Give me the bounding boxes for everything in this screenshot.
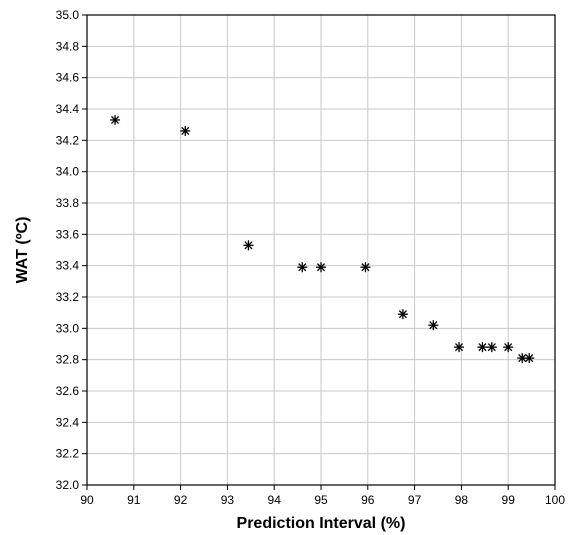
data-point bbox=[397, 309, 408, 320]
x-tick-labels: 90 91 92 93 94 95 96 97 98 99 100 bbox=[80, 493, 565, 507]
y-tick-label: 35.0 bbox=[56, 8, 80, 22]
x-tick-label: 96 bbox=[361, 493, 375, 507]
data-point bbox=[477, 342, 488, 353]
data-point bbox=[180, 125, 191, 136]
x-tick-label: 90 bbox=[80, 493, 94, 507]
x-tick-label: 97 bbox=[408, 493, 422, 507]
x-tick-label: 98 bbox=[455, 493, 469, 507]
data-point bbox=[316, 262, 326, 273]
y-tick-label: 32.2 bbox=[56, 447, 80, 461]
x-tick-label: 99 bbox=[502, 493, 516, 507]
y-tick-label: 33.4 bbox=[56, 259, 80, 273]
y-tick-label: 33.2 bbox=[56, 290, 80, 304]
x-tick-label: 94 bbox=[268, 493, 282, 507]
data-point bbox=[503, 342, 514, 353]
x-tick-label: 91 bbox=[127, 493, 141, 507]
data-point bbox=[360, 262, 371, 273]
y-tick-label: 34.2 bbox=[56, 133, 80, 147]
data-point bbox=[110, 114, 121, 125]
data-point bbox=[454, 342, 465, 353]
x-tick-label: 93 bbox=[221, 493, 235, 507]
y-tick-label: 33.6 bbox=[56, 227, 80, 241]
x-axis-title: Prediction Interval (%) bbox=[237, 515, 406, 532]
data-point bbox=[524, 353, 535, 364]
plot-frame bbox=[86, 14, 556, 486]
y-tick-label: 34.6 bbox=[56, 71, 80, 85]
y-tick-label: 34.8 bbox=[56, 39, 80, 53]
x-tick-label: 95 bbox=[314, 493, 328, 507]
y-tick-labels: 32.0 32.2 32.4 32.6 32.8 33.0 33.2 33.4 33.6 33.8… bbox=[56, 8, 80, 492]
y-tick-label: 32.6 bbox=[56, 384, 80, 398]
y-axis-title: WAT (ºC) bbox=[14, 217, 31, 284]
data-point bbox=[243, 240, 254, 251]
y-tick-label: 33.0 bbox=[56, 321, 80, 335]
axis-ticks bbox=[82, 14, 556, 490]
data-points bbox=[110, 114, 535, 364]
y-tick-label: 34.4 bbox=[56, 102, 80, 116]
data-point bbox=[428, 320, 439, 331]
y-tick-label: 33.8 bbox=[56, 196, 80, 210]
data-point bbox=[486, 342, 497, 353]
y-tick-label: 32.8 bbox=[56, 353, 80, 367]
x-tick-label: 92 bbox=[174, 493, 188, 507]
grid bbox=[86, 14, 556, 486]
y-tick-label: 32.0 bbox=[56, 478, 80, 492]
data-point bbox=[297, 262, 308, 273]
y-tick-label: 34.0 bbox=[56, 165, 80, 179]
x-tick-label: 100 bbox=[545, 493, 565, 507]
y-tick-label: 32.4 bbox=[56, 415, 80, 429]
